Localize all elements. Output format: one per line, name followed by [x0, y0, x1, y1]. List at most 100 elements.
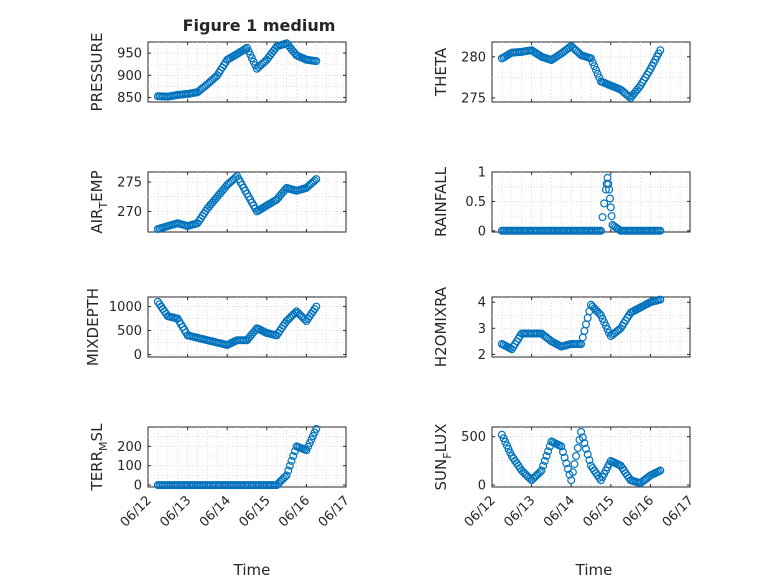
y-axis-label-part: PRESSURE [88, 33, 106, 112]
data-point [570, 460, 579, 469]
subplot-pressure: 850 900 950 PRESSURE [88, 33, 347, 112]
ticks [147, 172, 347, 232]
x-tick-label: 06/17 [316, 493, 353, 530]
y-tick-label: 270 [117, 205, 142, 220]
data-point [568, 468, 577, 477]
data-point [585, 456, 594, 465]
data-point [656, 226, 665, 235]
data-point [535, 468, 544, 477]
subplot-sun-flux: 0 500 06/12 06/13 06/14 06/15 06/16 06/17 SUNFLU… [432, 424, 697, 531]
y-tick-label: 275 [117, 176, 142, 191]
data-point [583, 450, 592, 459]
x-tick-label: 06/14 [541, 493, 578, 530]
y-tick-label: 100 [117, 459, 142, 474]
y-tick-label: 280 [461, 50, 486, 65]
data-point [572, 452, 581, 461]
data-point [312, 57, 321, 66]
x-tick-label: 06/17 [660, 493, 697, 530]
data-point [596, 226, 605, 235]
y-axis-label-part: TERR [88, 451, 106, 492]
x-tick-label: 06/14 [197, 493, 234, 530]
data-series [497, 427, 665, 488]
data-point [282, 471, 291, 480]
y-axis-label: H2OMIXRA [432, 286, 450, 367]
ticks [147, 42, 347, 102]
data-point [573, 444, 582, 453]
x-tick-label: 06/16 [620, 493, 657, 530]
y-tick-label: 1 [478, 166, 486, 181]
data-point [656, 46, 665, 55]
y-tick-label: 1000 [109, 300, 142, 315]
data-point [537, 466, 546, 475]
subplot-air-temp: 270 275 AIRTEMP [88, 170, 347, 234]
data-point [307, 435, 316, 444]
data-point [284, 466, 293, 475]
data-point [605, 185, 614, 194]
x-axis-label-right: Time [575, 561, 613, 579]
data-point [604, 179, 613, 188]
y-axis-label: TERRMSL [88, 423, 110, 492]
y-tick-label: 4 [478, 296, 486, 311]
data-series [153, 39, 321, 101]
grid [148, 427, 346, 487]
data-point [588, 58, 597, 67]
data-point [605, 194, 614, 203]
y-tick-label: 500 [461, 430, 486, 445]
x-tick-label: 06/12 [118, 493, 155, 530]
data-point [656, 295, 665, 304]
data-point [590, 62, 599, 71]
y-axis-label-part: H2OMIXRA [432, 286, 450, 367]
data-point [600, 199, 609, 208]
x-axis-label-left: Time [233, 561, 271, 579]
y-tick-label: 500 [117, 324, 142, 339]
y-axis-label-part: AIR [88, 209, 106, 234]
y-tick-label: 0 [478, 479, 486, 494]
data-series [153, 297, 321, 350]
data-point [310, 176, 319, 185]
data-point [539, 461, 548, 470]
subplot-theta: 275 280 THETA [432, 41, 691, 106]
chart-title: Figure 1 medium [183, 16, 336, 35]
y-tick-label: 3 [478, 322, 486, 337]
data-series [153, 172, 321, 234]
data-series [497, 295, 665, 354]
x-tick-label: 06/13 [157, 493, 194, 530]
data-point [544, 447, 553, 456]
y-axis-label-part: LUX [432, 424, 450, 453]
y-tick-label: 2 [478, 348, 486, 363]
y-tick-label: 0 [134, 348, 142, 363]
data-point [603, 173, 612, 182]
data-point [290, 309, 299, 318]
data-point [580, 439, 589, 448]
data-point [656, 466, 665, 475]
data-point [542, 452, 551, 461]
subplot-rainfall: 0 0.5 1 RAINFALL [432, 166, 691, 239]
y-axis-label: AIRTEMP [88, 170, 110, 233]
y-axis-label-subscript: T [97, 202, 110, 210]
y-axis-label: MIXDEPTH [84, 288, 102, 366]
y-axis-label-part: EMP [88, 170, 106, 201]
data-point [562, 459, 571, 468]
data-point [577, 427, 586, 436]
data-point [565, 43, 574, 52]
y-axis-label-part: SUN [432, 459, 450, 491]
subplot-h2omixra: 2 3 4 H2OMIXRA [432, 286, 691, 367]
data-point [504, 444, 513, 453]
data-point [581, 444, 590, 453]
y-axis-label-subscript: F [441, 452, 454, 458]
y-axis-label: THETA [432, 47, 450, 97]
data-point [280, 473, 289, 482]
grid [492, 297, 690, 357]
y-tick-label: 0 [134, 479, 142, 494]
y-axis-label: RAINFALL [432, 166, 450, 237]
data-series [153, 424, 321, 490]
x-tick-label: 06/15 [581, 493, 618, 530]
ticks [491, 42, 691, 102]
subplot-terr-msl: 0 100 200 06/12 06/13 06/14 06/15 06/16 06/17 TER… [88, 423, 353, 530]
data-series [497, 42, 665, 102]
data-point [558, 448, 567, 457]
y-tick-label: 0.5 [465, 195, 486, 210]
data-point [289, 452, 298, 461]
ticks [491, 427, 691, 487]
